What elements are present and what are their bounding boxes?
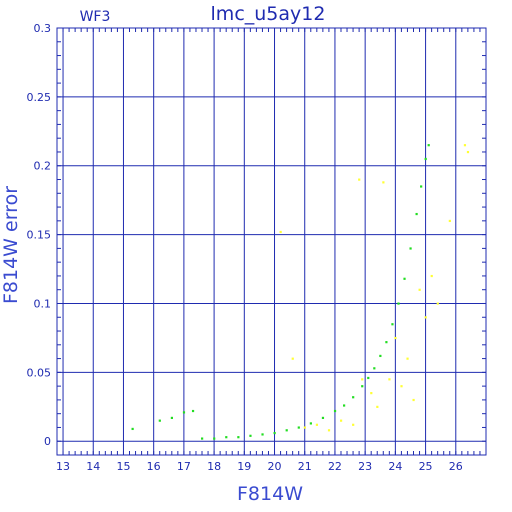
data-point-green (379, 354, 382, 358)
data-point-green (367, 376, 370, 380)
y-tick-label: 0 (44, 435, 51, 448)
data-point-yellow (418, 288, 421, 291)
data-point-green (297, 426, 300, 429)
data-point-yellow (448, 219, 451, 223)
y-tick-label: 0.1 (34, 297, 52, 310)
data-points (131, 144, 470, 440)
data-point-yellow (291, 357, 294, 360)
data-point-green (415, 212, 418, 216)
data-point-green (213, 437, 216, 440)
data-point-green (158, 419, 161, 422)
x-tick-label: 22 (328, 460, 342, 473)
data-point-green (391, 323, 394, 326)
x-tick-label: 16 (147, 460, 161, 473)
y-tick-label: 0.25 (27, 91, 52, 104)
data-point-green (427, 144, 430, 147)
data-point-yellow (303, 426, 306, 429)
data-point-green (321, 416, 325, 420)
x-tick-label: 13 (56, 460, 70, 473)
data-point-yellow (463, 144, 467, 147)
data-point-green (409, 247, 412, 250)
data-point-yellow (412, 398, 415, 402)
chart-corner-label: WF3 (80, 9, 111, 25)
y-tick-label: 0.3 (34, 22, 52, 35)
data-point-yellow (315, 423, 319, 426)
data-point-yellow (394, 336, 397, 340)
data-point-yellow (327, 429, 331, 432)
data-point-yellow (388, 378, 391, 381)
data-point-green (333, 409, 337, 413)
y-tick-label: 0.05 (27, 366, 52, 379)
data-point-green (352, 396, 355, 399)
data-point-green (420, 185, 423, 188)
data-point-yellow (370, 392, 373, 395)
data-point-yellow (400, 385, 403, 388)
data-point-yellow (376, 405, 379, 408)
data-point-yellow (406, 357, 409, 360)
data-point-green (201, 437, 204, 440)
data-point-yellow (358, 178, 361, 181)
data-point-green (397, 302, 400, 305)
x-tick-label: 25 (419, 460, 433, 473)
x-tick-label: 14 (86, 460, 100, 473)
data-point-yellow (352, 423, 355, 426)
data-point-green (385, 341, 388, 344)
x-axis-label: F814W (237, 483, 303, 505)
data-point-green (225, 436, 228, 439)
y-tick-label: 0.2 (34, 160, 52, 173)
x-tick-label: 18 (207, 460, 221, 473)
data-point-yellow (339, 419, 343, 422)
data-point-green (191, 409, 195, 413)
x-tick-label: 17 (177, 460, 191, 473)
chart-title: lmc_u5ay12 (211, 3, 326, 25)
data-point-green (261, 433, 264, 436)
y-axis-label: F814W error (0, 186, 22, 304)
data-point-yellow (382, 181, 385, 184)
data-point-green (361, 385, 364, 388)
data-point-green (309, 422, 312, 425)
data-point-green (273, 431, 276, 435)
data-point-yellow (279, 230, 282, 234)
y-tick-label: 0.15 (27, 229, 52, 242)
data-point-green (343, 404, 346, 407)
data-point-green (182, 411, 186, 414)
data-point-green (373, 367, 376, 370)
x-tick-label: 26 (449, 460, 463, 473)
tick-labels: 13 14 15 16 17 18 19 20 21 22 23 24 25 26 0 0.05 0.1 0.15… (27, 22, 463, 473)
data-point-green (249, 434, 252, 437)
data-point-yellow (436, 302, 439, 305)
x-tick-label: 20 (268, 460, 282, 473)
data-point-green (131, 427, 134, 431)
x-tick-label: 21 (298, 460, 312, 473)
data-point-yellow (466, 150, 470, 154)
plot-frame (56, 27, 487, 456)
data-point-green (237, 436, 240, 439)
data-point-green (403, 277, 406, 280)
data-point-green (424, 157, 427, 161)
x-tick-label: 24 (388, 460, 402, 473)
x-tick-label: 15 (116, 460, 130, 473)
data-point-yellow (430, 274, 433, 278)
x-tick-label: 19 (237, 460, 251, 473)
x-tick-label: 23 (358, 460, 372, 473)
data-point-yellow (424, 316, 427, 319)
grid-lines (57, 27, 486, 455)
data-point-green (285, 429, 288, 432)
data-point-green (170, 416, 174, 420)
data-point-yellow (361, 378, 364, 381)
